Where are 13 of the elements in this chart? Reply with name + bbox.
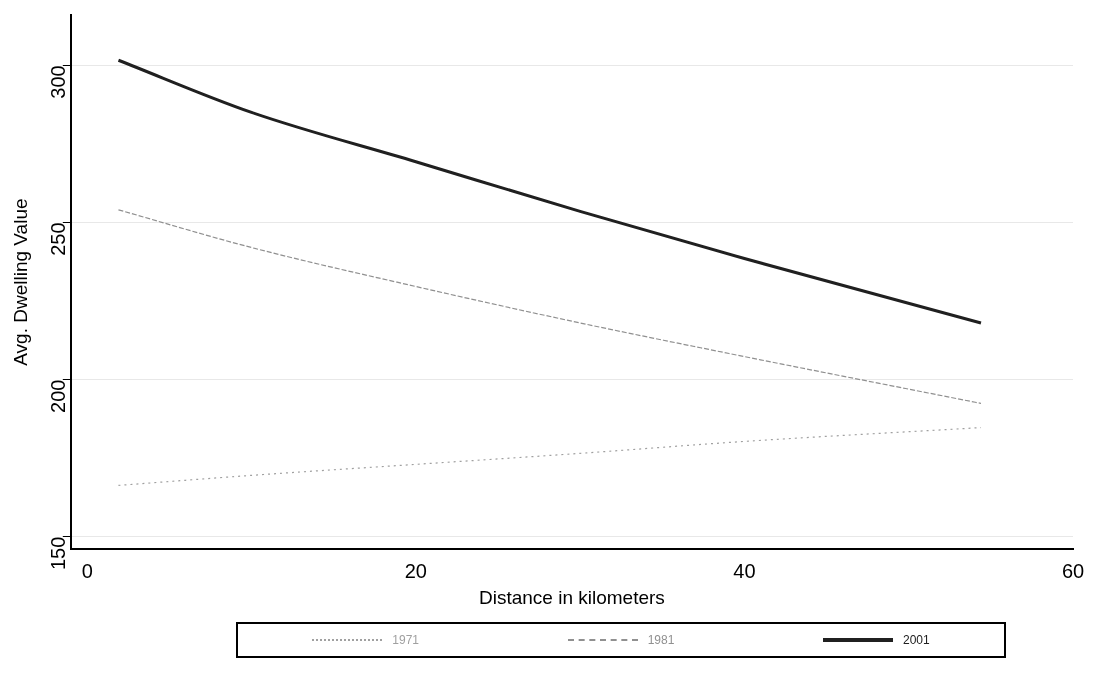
x-tick-label: 40: [733, 559, 756, 582]
y-tick-label: 300: [47, 65, 70, 99]
text: 1971: [392, 633, 420, 647]
y-tick-label: 250: [47, 222, 70, 256]
x-tick-label: 0: [81, 559, 93, 582]
y-tick-label: 200: [47, 379, 70, 413]
x-tick-label: 60: [1061, 559, 1085, 582]
y-axis-title: Avg. Dwelling Value: [9, 198, 31, 366]
y-tick-label: 150: [47, 536, 70, 571]
text: 1981: [647, 633, 675, 647]
x-axis-title: Distance in kilometers: [478, 586, 665, 608]
text: 2001: [902, 633, 930, 647]
x-tick-label: 20: [404, 559, 427, 582]
